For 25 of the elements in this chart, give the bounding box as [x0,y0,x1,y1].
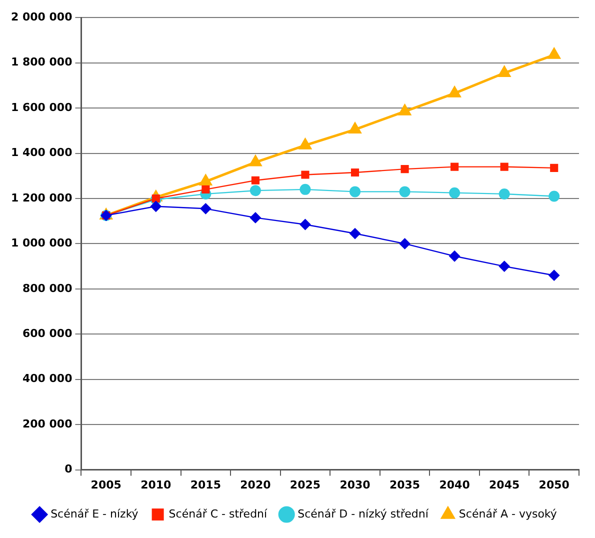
y-tick-label: 200 000 [22,417,73,430]
y-tick-label: 1 000 000 [10,236,73,250]
y-tick-label: 0 [64,462,73,476]
y-tick-label: 1 400 000 [10,146,73,160]
x-tick-label: 2005 [90,478,122,492]
y-tick-label: 1 600 000 [10,100,73,114]
x-tick-label: 2010 [140,478,172,492]
x-tick-label: 2040 [439,478,470,492]
x-tick-label: 2030 [340,478,371,492]
legend-label: Scénář E - nízký [50,507,139,520]
legend-label: Scénář A - vysoký [458,507,558,520]
x-tick-label: 2025 [290,478,321,492]
y-tick-label: 1 200 000 [10,191,73,204]
x-tick-label: 2045 [489,478,520,492]
y-tick-label: 800 000 [22,282,73,295]
x-tick-label: 2015 [190,478,221,492]
legend-label: Scénář D - nízký střední [298,507,430,520]
y-tick-label: 2 000 000 [10,10,73,24]
x-tick-label: 2050 [538,478,570,492]
y-tick-label: 400 000 [22,372,73,386]
y-tick-label: 600 000 [22,327,73,340]
x-tick-label: 2020 [240,478,272,492]
x-tick-label: 2035 [389,478,420,492]
y-tick-label: 1 800 000 [10,56,73,69]
legend-label: Scénář C - střední [168,507,268,520]
